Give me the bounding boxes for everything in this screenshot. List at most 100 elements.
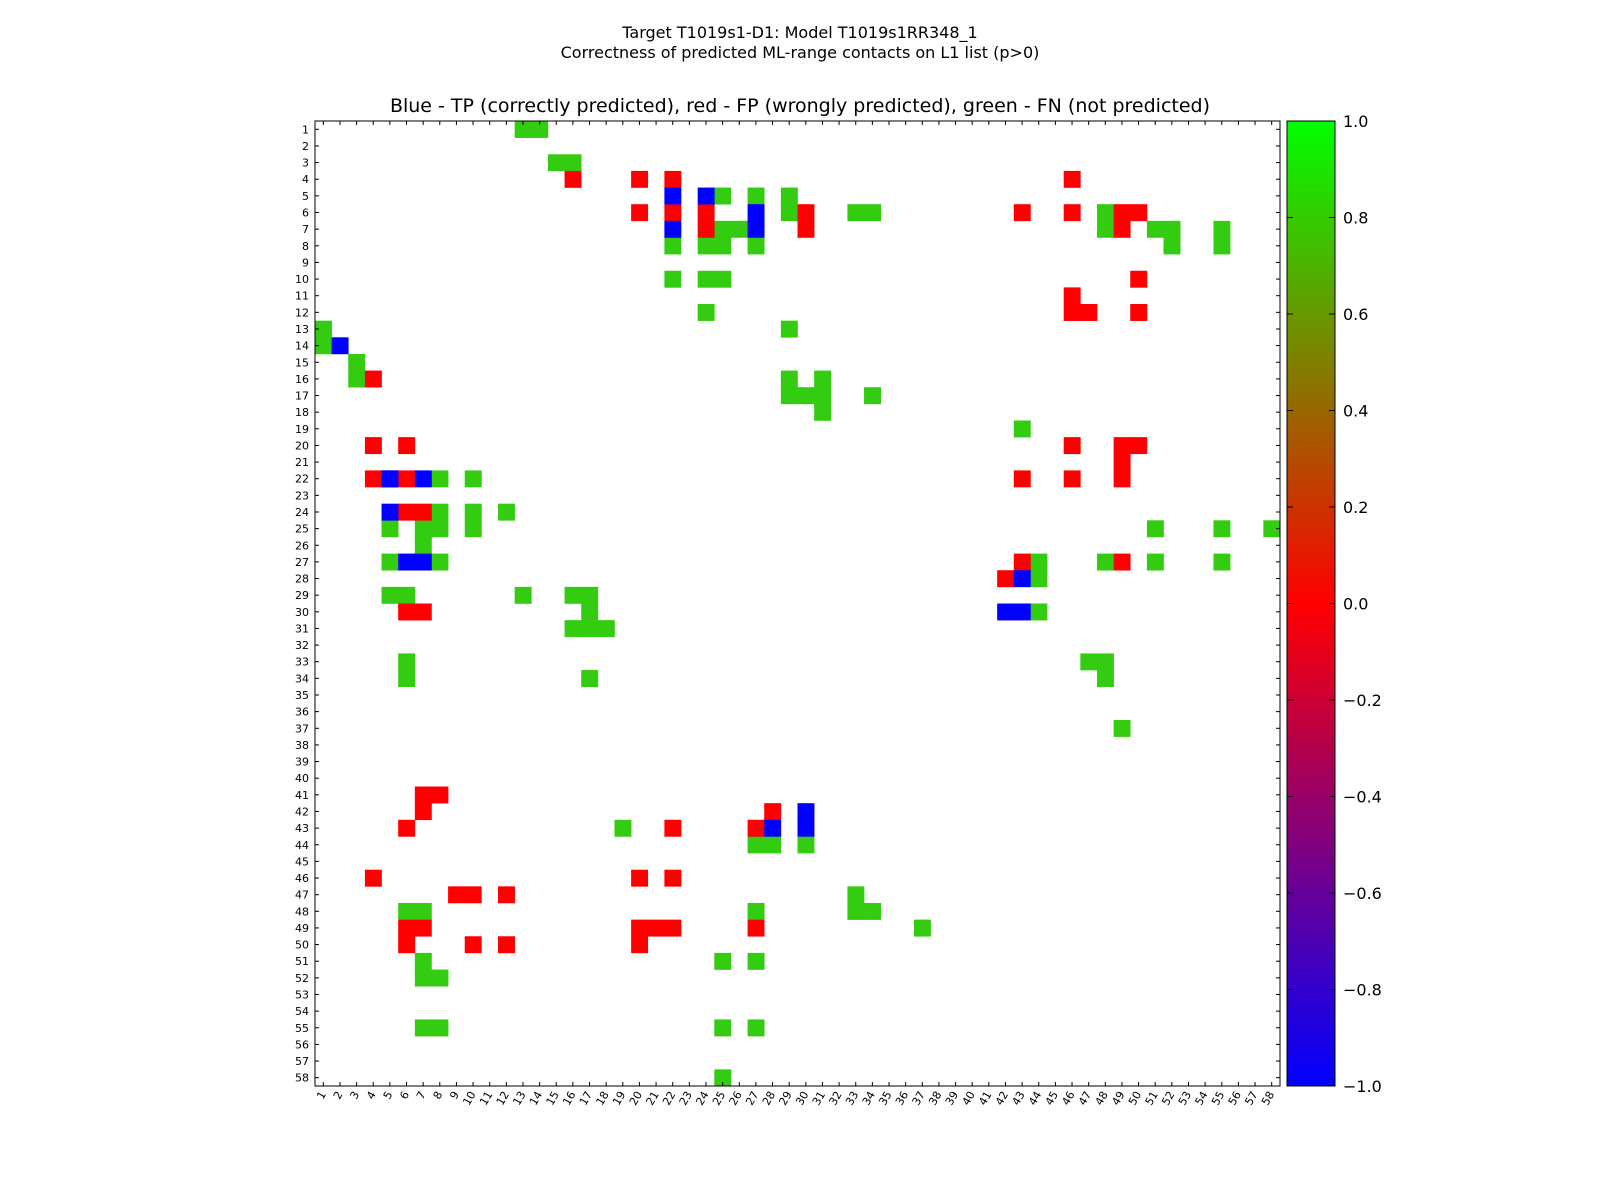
contact-cell-fp: [398, 919, 416, 937]
suptitle-line-1: Target T1019s1-D1: Model T1019s1RR348_1: [621, 23, 977, 43]
contact-cell-fp: [498, 936, 515, 954]
contact-cell-tp: [331, 337, 349, 355]
contact-cell-fn: [797, 836, 815, 854]
contact-cell-fn: [381, 553, 399, 571]
contact-cell-fn: [697, 270, 715, 288]
contact-cell-fn: [1030, 603, 1048, 621]
contact-cell-tp: [797, 803, 815, 821]
contact-cell-fn: [864, 387, 881, 405]
y-tick-label: 41: [295, 789, 309, 802]
contact-cell-fn: [381, 586, 399, 604]
contact-cell-fp: [398, 470, 416, 488]
x-tick-label: 28: [760, 1089, 778, 1108]
contact-cell-fn: [1096, 670, 1114, 687]
contact-cell-fn: [414, 902, 432, 920]
contact-cell-fn: [714, 237, 732, 255]
contact-cell-fn: [697, 237, 715, 255]
contact-cell-tp: [747, 220, 765, 238]
contact-cell-fn: [348, 353, 366, 371]
contact-cell-fp: [797, 204, 815, 222]
contact-cell-fn: [581, 670, 599, 687]
contact-cell-fn: [1096, 653, 1114, 671]
y-tick-label: 23: [295, 489, 309, 502]
y-tick-label: 27: [295, 556, 309, 569]
contact-cell-tp: [414, 470, 432, 488]
x-tick-label: 37: [910, 1089, 928, 1108]
y-tick-label: 26: [295, 539, 309, 552]
x-tick-label: 18: [594, 1089, 612, 1108]
contact-cell-fn: [664, 270, 682, 288]
colorbar-tick-label: −0.4: [1343, 788, 1382, 807]
y-tick-label: 6: [302, 207, 309, 220]
contact-cell-fn: [1263, 520, 1281, 538]
y-tick-label: 16: [295, 373, 309, 386]
contact-cell-fp: [364, 370, 382, 388]
contact-cell-fp: [631, 936, 649, 954]
contact-cell-fp: [1013, 204, 1031, 222]
contact-cell-fn: [414, 536, 432, 554]
y-tick-label: 30: [295, 606, 309, 619]
contact-cell-fn: [1163, 220, 1181, 238]
x-tick-label: 22: [660, 1089, 678, 1108]
colorbar-tick-label: −0.8: [1343, 981, 1382, 1000]
contact-cell-fn: [780, 320, 798, 338]
contact-cell-fn: [431, 470, 449, 488]
x-tick-label: 56: [1226, 1089, 1244, 1108]
x-tick-label: 17: [577, 1089, 595, 1108]
contact-cell-fp: [664, 919, 682, 937]
contact-cell-fn: [431, 503, 449, 521]
y-tick-label: 42: [295, 805, 309, 818]
contact-cell-fn: [714, 220, 732, 238]
y-tick-label: 46: [295, 872, 309, 885]
contact-cell-fp: [631, 919, 649, 937]
contact-cell-fn: [847, 886, 865, 904]
colorbar-tick-label: −1.0: [1343, 1077, 1382, 1096]
colorbar-tick-label: 0.2: [1343, 498, 1368, 517]
contact-cell-fn: [747, 952, 765, 970]
x-tick-label: 2: [331, 1089, 346, 1102]
contact-cell-tp: [764, 819, 782, 837]
x-tick-label: 41: [976, 1089, 994, 1108]
y-axis-ticks: 1234567891011121314151617181920212223242…: [295, 123, 1280, 1085]
x-tick-label: 10: [460, 1089, 478, 1108]
contact-cell-fp: [1113, 204, 1131, 222]
contact-cell-fn: [1213, 237, 1231, 255]
x-tick-label: 39: [943, 1089, 961, 1108]
contact-cell-fn: [913, 919, 931, 937]
contact-cell-fn: [414, 1019, 432, 1037]
contact-cell-fn: [747, 902, 765, 920]
contact-cell-fp: [364, 869, 382, 887]
y-tick-label: 52: [295, 972, 309, 985]
contact-cell-fp: [464, 936, 482, 954]
y-tick-label: 12: [295, 306, 309, 319]
contact-cell-fn: [464, 520, 482, 538]
contact-cell-fp: [647, 919, 665, 937]
contact-cell-fn: [814, 370, 832, 388]
contact-cell-tp: [997, 603, 1015, 621]
x-tick-label: 51: [1143, 1089, 1161, 1108]
y-tick-label: 4: [302, 173, 309, 186]
x-tick-label: 26: [727, 1089, 745, 1108]
contact-cell-fn: [1113, 719, 1131, 737]
contact-cell-fp: [414, 919, 432, 937]
contact-cell-fn: [514, 121, 532, 138]
y-tick-label: 40: [295, 772, 309, 785]
x-tick-label: 9: [447, 1089, 462, 1102]
contact-cell-fn: [514, 586, 532, 604]
y-tick-label: 17: [295, 390, 309, 403]
contact-cell-fp: [697, 220, 715, 238]
contact-cell-fp: [747, 819, 765, 837]
contact-cell-tp: [797, 819, 815, 837]
contact-cell-fn: [1096, 204, 1114, 222]
contact-cell-fp: [797, 220, 815, 238]
x-tick-label: 30: [793, 1089, 811, 1108]
y-tick-label: 56: [295, 1038, 309, 1051]
contact-cell-fn: [780, 370, 798, 388]
contact-cell-fn: [1096, 220, 1114, 238]
contact-cell-fn: [398, 670, 416, 687]
x-tick-label: 35: [876, 1089, 894, 1108]
contact-cell-fp: [997, 570, 1015, 588]
contact-cell-fp: [631, 204, 649, 222]
x-tick-label: 20: [627, 1089, 645, 1108]
x-tick-label: 38: [926, 1089, 944, 1108]
